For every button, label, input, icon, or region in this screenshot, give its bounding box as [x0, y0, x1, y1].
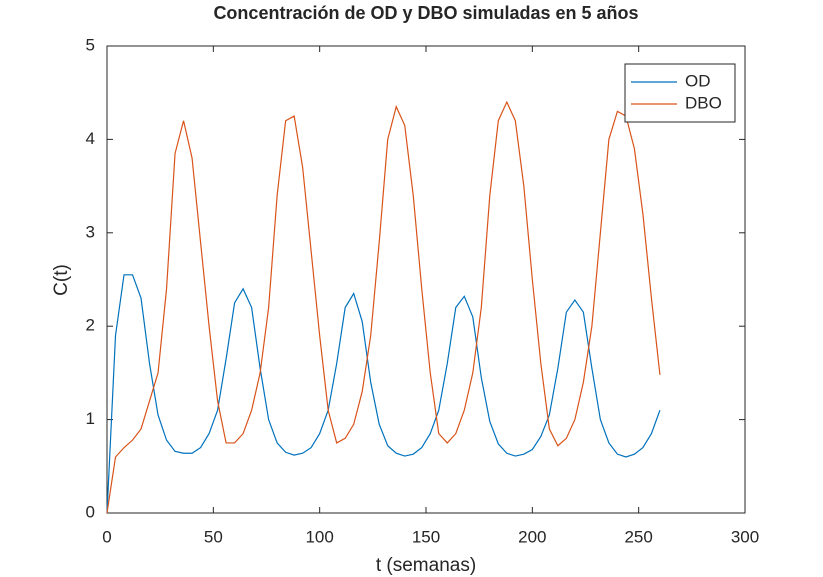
- x-tick-label: 300: [731, 527, 759, 546]
- y-tick-label: 3: [86, 222, 95, 241]
- x-tick-label: 0: [102, 527, 111, 546]
- legend-label: OD: [685, 71, 711, 90]
- x-tick-label: 200: [518, 527, 546, 546]
- data-line: [106, 274, 661, 514]
- x-tick-label: 150: [412, 527, 440, 546]
- y-axis-label: C(t): [51, 264, 72, 296]
- legend-box: [624, 63, 736, 123]
- y-tick-label: 5: [86, 35, 95, 54]
- x-tick-label: 50: [204, 527, 223, 546]
- x-tick-label: 100: [305, 527, 333, 546]
- plot-area: [106, 45, 746, 514]
- x-tick-label: 250: [624, 527, 652, 546]
- chart-title: Concentración de OD y DBO simuladas en 5…: [213, 3, 638, 23]
- y-tick-label: 2: [86, 316, 95, 335]
- y-tick-label: 0: [86, 502, 95, 521]
- y-tick-label: 1: [86, 409, 95, 428]
- legend-label: DBO: [685, 93, 722, 112]
- y-tick-label: 4: [86, 129, 95, 148]
- data-line: [106, 100, 661, 514]
- x-axis-label: t (semanas): [376, 555, 476, 576]
